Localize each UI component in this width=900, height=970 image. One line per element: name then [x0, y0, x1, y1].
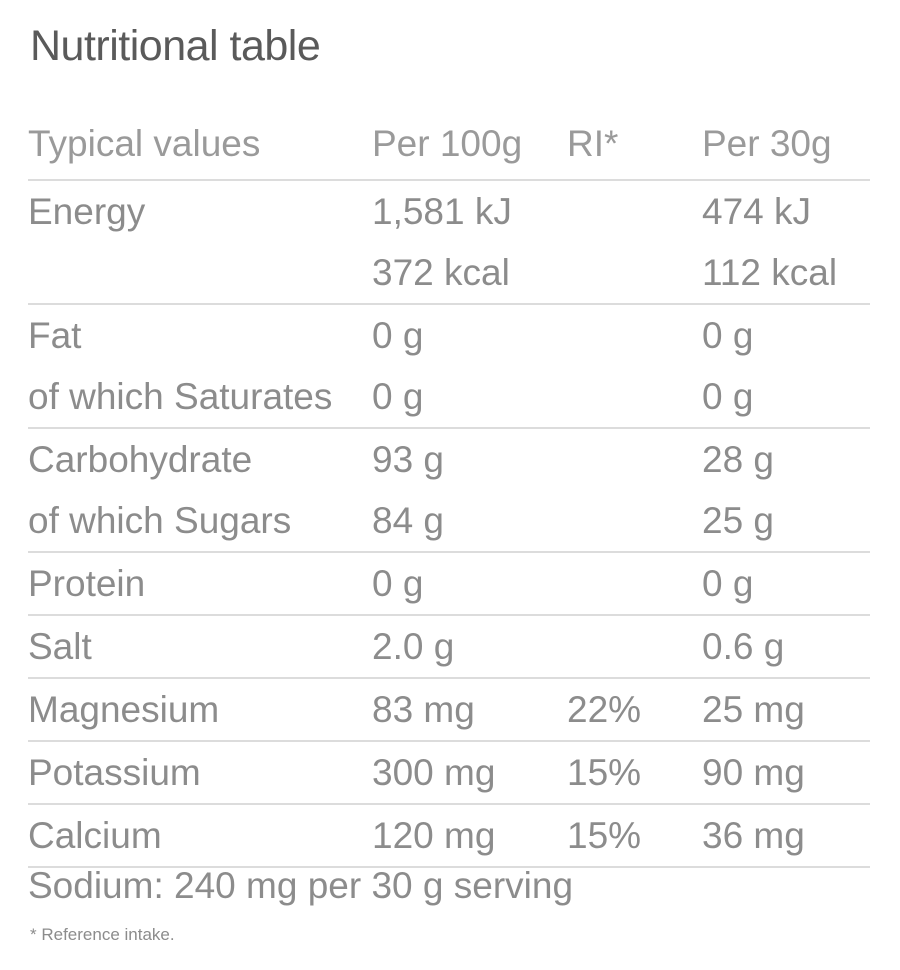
table-row: Carbohydrate of which Sugars 93 g 84 g 28 g…: [28, 429, 870, 553]
cell-nutrient: Salt: [28, 626, 92, 667]
column-per-100g: 120 mg: [372, 805, 567, 866]
table-row: Energy 1,581 kJ 372 kcal 474 kJ 112 kcal: [28, 181, 870, 305]
cell-per-100g: 93 g: [372, 439, 445, 480]
cell-ri: [567, 242, 702, 303]
cell-ri: 22%: [567, 689, 642, 730]
column-nutrient: Calcium: [28, 805, 372, 866]
cell-ri: [567, 181, 702, 242]
cell-nutrient: Potassium: [28, 752, 201, 793]
column-per-30g: 0.6 g: [702, 616, 870, 677]
cell-nutrient: Calcium: [28, 815, 162, 856]
column-per-100g: 0 g: [372, 553, 567, 614]
cell-per-30g: 474 kJ: [702, 191, 812, 232]
cell-per-30g: 0 g: [702, 315, 754, 356]
column-ri: 15%: [567, 742, 702, 803]
cell-ri: [567, 490, 702, 551]
cell-ri: 15%: [567, 815, 642, 856]
cell-per-30g: 112 kcal: [702, 252, 838, 293]
column-nutrient: Salt: [28, 616, 372, 677]
column-ri: [567, 553, 702, 614]
cell-nutrient: Energy: [28, 191, 146, 232]
table-row: Calcium 120 mg 15% 36 mg: [28, 805, 870, 868]
cell-nutrient: Protein: [28, 563, 146, 604]
table-row: Magnesium 83 mg 22% 25 mg: [28, 679, 870, 742]
cell-per-30g: 0.6 g: [702, 626, 785, 667]
column-nutrient: Energy: [28, 181, 372, 303]
cell-nutrient: Carbohydrate: [28, 439, 253, 480]
column-per-100g: 83 mg: [372, 679, 567, 740]
column-per-100g: 1,581 kJ 372 kcal: [372, 181, 567, 303]
cell-nutrient: of which Saturates: [28, 376, 333, 417]
cell-per-100g: 372 kcal: [372, 252, 510, 293]
column-per-100g: 2.0 g: [372, 616, 567, 677]
cell-per-100g: 84 g: [372, 500, 445, 541]
cell-ri: [567, 366, 702, 427]
column-per-30g: 90 mg: [702, 742, 870, 803]
column-ri: 22%: [567, 679, 702, 740]
cell-per-100g: 2.0 g: [372, 626, 455, 667]
column-ri: [567, 616, 702, 677]
column-nutrient: Carbohydrate of which Sugars: [28, 429, 372, 551]
header-per-30g: Per 30g: [702, 123, 832, 164]
cell-ri: [567, 553, 702, 614]
column-nutrient: Magnesium: [28, 679, 372, 740]
cell-per-100g: 0 g: [372, 563, 424, 604]
cell-ri: [567, 616, 702, 677]
column-per-30g: 36 mg: [702, 805, 870, 866]
cell-per-30g: 0 g: [702, 563, 754, 604]
column-per-30g: 474 kJ 112 kcal: [702, 181, 870, 303]
cell-per-30g: 25 mg: [702, 689, 805, 730]
cell-per-30g: 90 mg: [702, 752, 805, 793]
column-per-30g: 25 mg: [702, 679, 870, 740]
column-per-30g: 28 g 25 g: [702, 429, 870, 551]
sodium-note: Sodium: 240 mg per 30 g serving: [28, 865, 574, 906]
column-ri: [567, 181, 702, 303]
column-per-30g: 0 g: [702, 553, 870, 614]
cell-per-30g: 0 g: [702, 376, 754, 417]
column-ri: [567, 305, 702, 427]
table-header: Typical values Per 100g RI* Per 30g: [28, 108, 870, 181]
footnote: * Reference intake.: [30, 925, 175, 944]
table-row: Protein 0 g 0 g: [28, 553, 870, 616]
cell-per-30g: 28 g: [702, 439, 775, 480]
cell-nutrient: Fat: [28, 315, 82, 356]
cell-ri: 15%: [567, 752, 642, 793]
cell-per-100g: 83 mg: [372, 689, 475, 730]
header-ri: RI*: [567, 123, 619, 164]
cell-per-100g: 120 mg: [372, 815, 496, 856]
column-per-100g: 93 g 84 g: [372, 429, 567, 551]
table-row: Salt 2.0 g 0.6 g: [28, 616, 870, 679]
cell-nutrient: Magnesium: [28, 689, 220, 730]
column-ri: [567, 429, 702, 551]
cell-per-30g: 25 g: [702, 500, 775, 541]
cell-nutrient: of which Sugars: [28, 500, 292, 541]
cell-per-100g: 300 mg: [372, 752, 496, 793]
page-title: Nutritional table: [30, 22, 321, 70]
cell-per-100g: 1,581 kJ: [372, 191, 512, 232]
column-nutrient: Protein: [28, 553, 372, 614]
cell-nutrient: [28, 242, 372, 303]
column-nutrient: Potassium: [28, 742, 372, 803]
table-row: Potassium 300 mg 15% 90 mg: [28, 742, 870, 805]
nutrition-table: Typical values Per 100g RI* Per 30g Ener…: [28, 108, 870, 868]
cell-per-100g: 0 g: [372, 315, 424, 356]
cell-per-30g: 36 mg: [702, 815, 805, 856]
cell-ri: [567, 305, 702, 366]
cell-per-100g: 0 g: [372, 376, 424, 417]
column-nutrient: Fat of which Saturates: [28, 305, 372, 427]
column-ri: 15%: [567, 805, 702, 866]
header-typical-values: Typical values: [28, 123, 261, 164]
cell-ri: [567, 429, 702, 490]
column-per-100g: 300 mg: [372, 742, 567, 803]
header-per-100g: Per 100g: [372, 123, 523, 164]
